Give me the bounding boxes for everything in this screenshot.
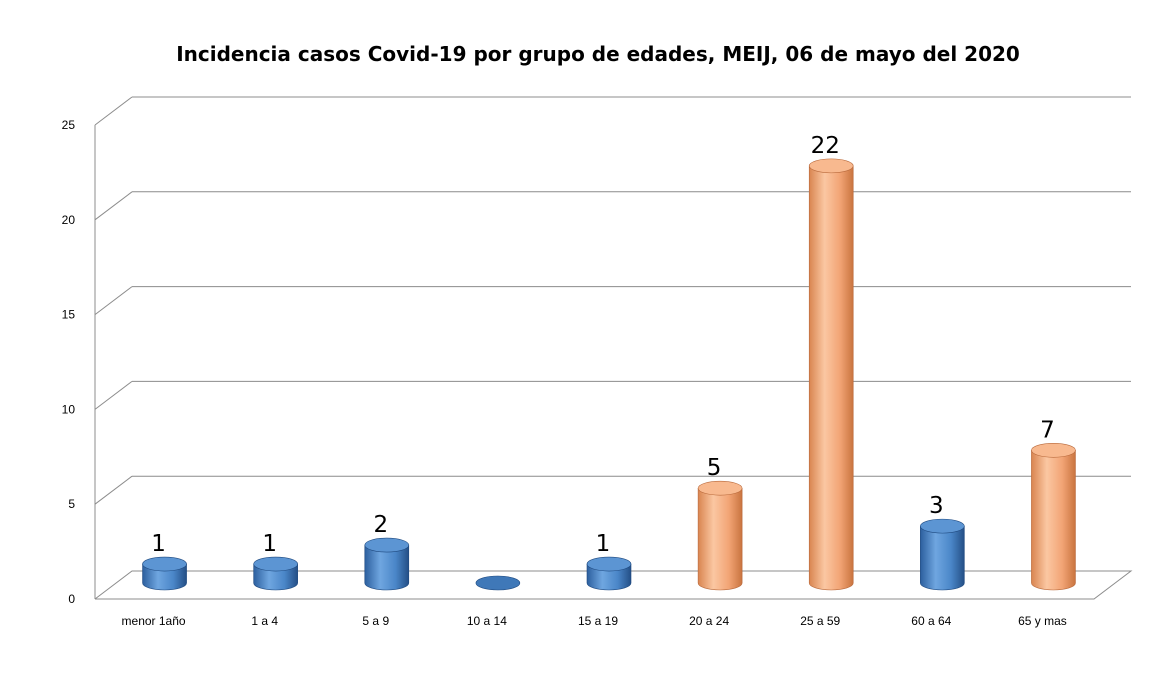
- gridline: [94, 191, 1131, 221]
- data-label: 5: [707, 455, 722, 481]
- x-tick-label: 10 a 14: [467, 614, 507, 628]
- data-label: 22: [811, 133, 840, 159]
- x-axis: menor 1año 1 a 4 5 a 9 10 a 14 15 a 19 20 a 2…: [122, 614, 1067, 628]
- gridline: [94, 475, 1131, 505]
- bar: [808, 158, 854, 591]
- y-tick-label: 10: [62, 402, 76, 416]
- data-label: 3: [929, 493, 944, 519]
- data-label: 1: [151, 531, 166, 557]
- x-tick-label: 65 y mas: [1018, 614, 1067, 628]
- bar: [142, 556, 187, 591]
- bar: [920, 518, 965, 591]
- y-tick-label: 20: [62, 213, 76, 227]
- floor: [94, 570, 1133, 600]
- data-label: 1: [596, 531, 611, 557]
- chart-title: Incidencia casos Covid-19 por grupo de e…: [176, 42, 1020, 66]
- gridline: [94, 286, 1131, 315]
- bar: [1031, 442, 1076, 591]
- y-tick-label: 5: [68, 497, 75, 511]
- x-tick-label: 15 a 19: [578, 614, 618, 628]
- x-tick-label: 1 a 4: [251, 614, 278, 628]
- bars: [142, 158, 1076, 591]
- x-tick-label: menor 1año: [122, 614, 186, 628]
- gridlines: [94, 96, 1133, 600]
- data-labels: 1 1 2 1 5 22 3 7: [151, 133, 1055, 557]
- x-tick-label: 5 a 9: [362, 614, 389, 628]
- bar: [475, 575, 521, 591]
- y-tick-label: 15: [62, 308, 76, 322]
- y-tick-label: 25: [62, 118, 76, 132]
- bar: [697, 480, 743, 591]
- gridline: [94, 380, 1131, 410]
- data-label: 1: [262, 531, 277, 557]
- bar: [253, 556, 298, 591]
- bar: [364, 537, 410, 591]
- x-tick-label: 25 a 59: [800, 614, 840, 628]
- y-axis: 0 5 10 15 20 25: [62, 118, 76, 606]
- gridline: [94, 96, 1131, 126]
- x-tick-label: 60 a 64: [911, 614, 951, 628]
- bar: [586, 556, 632, 591]
- x-tick-label: 20 a 24: [689, 614, 729, 628]
- y-tick-label: 0: [68, 592, 75, 606]
- data-label: 2: [373, 512, 388, 538]
- data-label: 7: [1040, 417, 1055, 443]
